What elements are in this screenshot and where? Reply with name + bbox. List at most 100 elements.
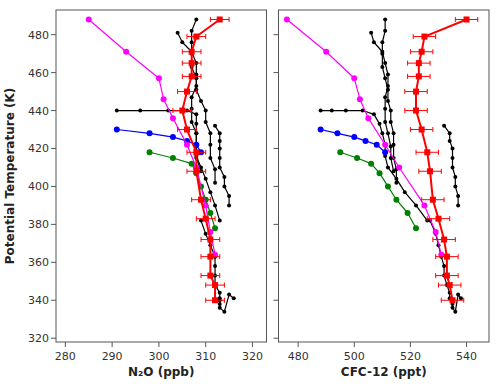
error-bar-cap [427,216,428,221]
point [354,155,360,161]
point [383,76,387,80]
error-bar [206,283,225,288]
error-bar-cap [427,108,428,113]
point [413,225,419,231]
point [414,203,418,207]
y-tick [274,338,279,339]
error-bar-cap [186,169,187,174]
series-line [416,19,467,300]
x-tick-label: 320 [242,350,263,363]
error-bar [182,61,201,66]
x-tick-label: 500 [344,350,365,363]
error-bar-cap [455,237,456,242]
y-tick [51,186,56,187]
point [383,120,387,124]
error-bar-cap [186,34,187,39]
point [456,203,460,207]
point [170,115,176,121]
point [218,306,222,310]
point [218,139,222,143]
error-bar-cap [421,197,422,202]
point [453,310,457,314]
point [232,296,236,300]
x-tick [252,342,253,347]
point [194,17,198,21]
point [180,40,184,44]
error-bar [436,273,458,278]
error-bar-cap [460,283,461,288]
error-bar-cap [463,298,464,303]
point [194,84,198,88]
point [441,237,447,243]
error-bar [427,216,449,221]
point [337,149,343,155]
error-bar-cap [438,283,439,288]
series-line [382,19,396,182]
point [421,34,427,40]
error-bar-cap [229,17,230,22]
error-bar-cap [201,74,202,79]
point [386,165,390,169]
point [386,84,390,88]
error-bar-cap [182,49,183,54]
point [351,75,357,81]
error-bar-cap [210,17,211,22]
error-bar-cap [219,237,220,242]
point [213,264,217,268]
point [444,273,450,279]
series-line [444,126,458,206]
point [208,143,212,147]
point [451,298,455,302]
point [427,168,433,174]
error-bar [192,197,211,202]
point [218,146,222,150]
point [184,142,190,148]
series-line [215,126,229,206]
x-tick-label: 540 [456,350,477,363]
y-tick [51,148,56,149]
error-bar-cap [455,17,456,22]
point [218,302,222,306]
error-bar-cap [210,197,211,202]
x-tick [298,342,299,347]
error-bar [201,237,220,242]
point [193,149,199,155]
plot-area [279,10,490,342]
series-line [89,19,215,254]
y-tick-label: 480 [28,29,49,42]
error-bar-cap [449,216,450,221]
error-bar-cap [427,89,428,94]
point [218,291,222,295]
error-bar-cap [418,169,419,174]
error-bar [196,216,215,221]
point [386,99,390,103]
point [386,131,390,135]
point [389,145,393,149]
point [189,60,195,66]
point [194,143,198,147]
error-bar-cap [458,273,459,278]
y-tick-label: 440 [28,105,49,118]
x-tick [112,342,113,347]
point [419,49,425,55]
error-bar-cap [201,49,202,54]
point [357,96,363,102]
error-bar-cap [404,89,405,94]
error-bar-cap [215,216,216,221]
series-line [430,221,461,312]
error-bar-cap [432,127,433,132]
point [389,120,393,124]
point [176,31,180,35]
point [383,29,387,33]
error-bar [201,254,220,259]
point [451,165,455,169]
plot-frame [56,10,267,342]
x-tick-label: 310 [195,350,216,363]
x-tick [354,342,355,347]
error-bar-cap [407,74,408,79]
point [380,50,384,54]
error-bar [422,197,444,202]
error-bar [182,74,201,79]
point [213,167,217,171]
error-bar [408,61,430,66]
